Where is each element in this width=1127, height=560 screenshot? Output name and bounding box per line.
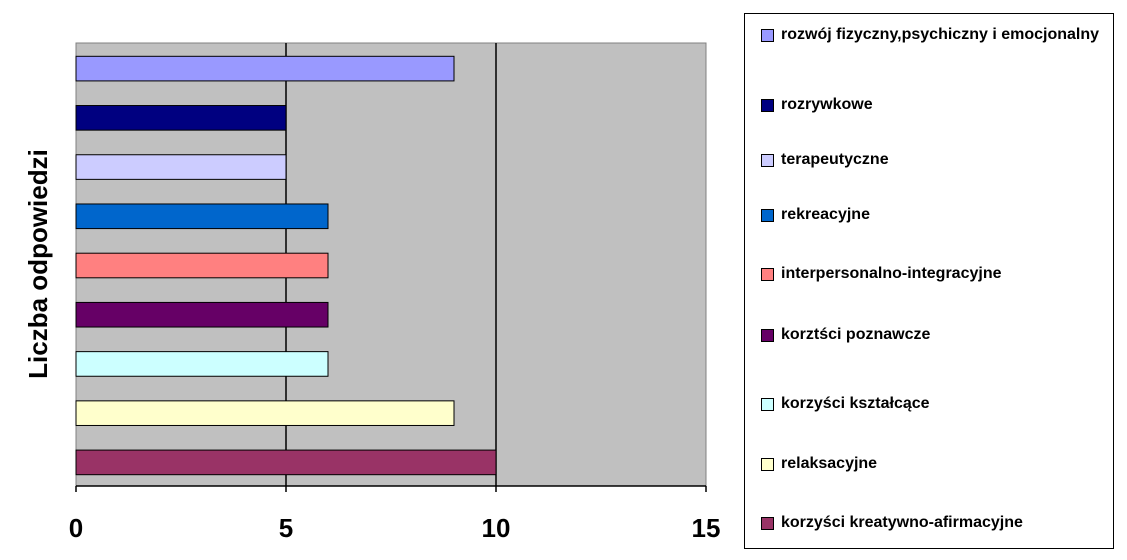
legend-swatch xyxy=(761,29,774,42)
legend-item: korzyści kształcące xyxy=(761,393,1111,415)
legend-item: terapeutyczne xyxy=(761,149,1111,171)
legend-item: interpersonalno-integracyjne xyxy=(761,263,1111,285)
legend-swatch xyxy=(761,209,774,222)
bar xyxy=(75,400,455,426)
bar xyxy=(75,105,287,131)
bar xyxy=(75,203,329,230)
bar xyxy=(75,301,329,328)
legend-item: korzyści kreatywno-afirmacyjne xyxy=(761,512,1111,534)
legend-item: rekreacyjne xyxy=(761,204,1111,226)
legend-label: rekreacyjne xyxy=(781,206,870,223)
legend-label: korzyści kreatywno-afirmacyjne xyxy=(781,514,1023,531)
legend-label: relaksacyjne xyxy=(781,455,878,472)
legend-label: rozrywkowe xyxy=(781,96,873,113)
legend-swatch xyxy=(761,154,774,167)
legend-label: korzyści kształcące xyxy=(781,395,930,412)
legend-swatch xyxy=(761,99,774,112)
legend: rozwój fizyczny,psychiczny i emocjonalny… xyxy=(744,13,1114,549)
legend-label: korztści poznawcze xyxy=(781,326,931,343)
legend-label: interpersonalno-integracyjne xyxy=(781,265,1002,282)
legend-swatch xyxy=(761,329,774,342)
legend-swatch xyxy=(761,517,774,530)
legend-item: relaksacyjne xyxy=(761,453,1111,475)
bars xyxy=(75,55,497,476)
bar xyxy=(75,449,497,476)
legend-item: rozrywkowe xyxy=(761,94,1111,116)
x-tick-labels: 0 5 10 15 xyxy=(69,513,721,543)
legend-swatch xyxy=(761,458,774,471)
bar xyxy=(75,252,329,279)
x-tick-label: 0 xyxy=(69,513,83,543)
x-tick-label: 5 xyxy=(279,513,293,543)
legend-swatch xyxy=(761,398,774,411)
y-axis-label: Liczba odpowiedzi xyxy=(23,149,53,379)
bar xyxy=(75,154,287,180)
legend-swatch xyxy=(761,268,774,281)
legend-label: rozwój fizyczny,psychiczny i emocjonalny xyxy=(781,26,1100,43)
x-axis xyxy=(75,485,707,492)
legend-item: rozwój fizyczny,psychiczny i emocjonalny xyxy=(761,24,1111,46)
bar xyxy=(75,55,455,82)
x-tick-label: 15 xyxy=(692,513,721,543)
x-tick-label: 10 xyxy=(482,513,511,543)
legend-item: korztści poznawcze xyxy=(761,324,1111,346)
bar xyxy=(75,351,329,377)
legend-label: terapeutyczne xyxy=(781,151,889,168)
